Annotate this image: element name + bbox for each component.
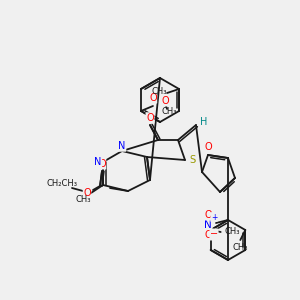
Text: CH₃: CH₃ bbox=[225, 227, 240, 236]
Text: N: N bbox=[94, 157, 102, 167]
Text: CH₃: CH₃ bbox=[161, 106, 177, 116]
Text: N: N bbox=[118, 141, 126, 151]
Text: O: O bbox=[204, 210, 212, 220]
Text: CH₃: CH₃ bbox=[232, 244, 248, 253]
Text: CH₂CH₃: CH₂CH₃ bbox=[46, 179, 77, 188]
Text: H: H bbox=[200, 117, 208, 127]
Text: CH₃: CH₃ bbox=[75, 194, 91, 203]
Text: S: S bbox=[189, 155, 195, 165]
Text: O: O bbox=[98, 159, 106, 169]
Text: O: O bbox=[204, 230, 212, 240]
Text: O: O bbox=[146, 113, 154, 123]
Text: CH₃: CH₃ bbox=[151, 86, 167, 95]
Text: O: O bbox=[146, 113, 154, 123]
Text: S: S bbox=[189, 155, 195, 165]
Text: O: O bbox=[83, 188, 91, 198]
Text: O: O bbox=[204, 142, 212, 152]
Text: +: + bbox=[211, 212, 217, 221]
Text: N: N bbox=[204, 220, 212, 230]
Text: H: H bbox=[200, 117, 208, 127]
Text: O: O bbox=[204, 142, 212, 152]
Text: O: O bbox=[149, 93, 157, 103]
Text: −: − bbox=[210, 229, 218, 239]
Text: N: N bbox=[94, 157, 102, 167]
Text: O: O bbox=[161, 96, 169, 106]
Text: N: N bbox=[118, 141, 126, 151]
